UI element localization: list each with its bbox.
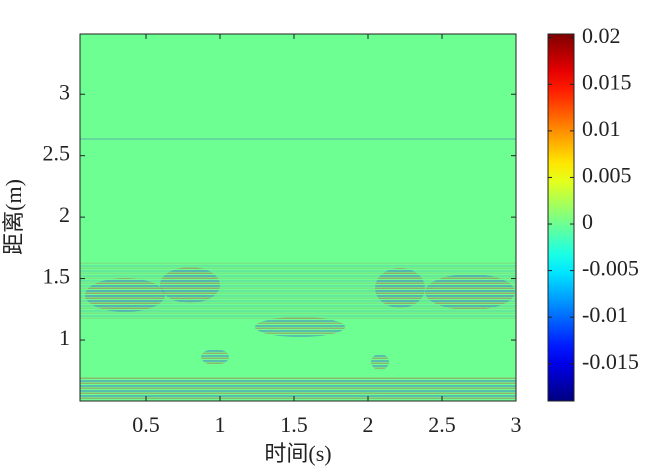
x-tick-label: 0.5: [132, 412, 160, 437]
x-tick-label: 2.5: [428, 412, 456, 437]
y-tick-label: 1.5: [43, 264, 71, 289]
y-tick-label: 1: [59, 325, 70, 350]
x-tick-label: 2: [363, 412, 374, 437]
x-axis-label: 时间(s): [264, 441, 331, 466]
colorbar-tick-label: 0: [582, 209, 593, 234]
colorbar-tick-label: -0.01: [582, 302, 628, 327]
x-tick-label: 1: [215, 412, 226, 437]
colorbar-tick-label: -0.015: [582, 349, 639, 374]
heatmap-field: [80, 34, 516, 401]
colorbar-tick-label: 0.01: [582, 116, 621, 141]
y-tick-label: 2.5: [43, 141, 71, 166]
colorbar-tick-label: 0.015: [582, 69, 632, 94]
x-tick-label: 3: [511, 412, 522, 437]
colorbar-tick-label: -0.005: [582, 256, 639, 281]
colorbar-tick-label: 0.005: [582, 162, 632, 187]
colorbar-tick-label: 0.02: [582, 23, 621, 48]
x-tick-label: 1.5: [280, 412, 308, 437]
y-tick-label: 2: [59, 202, 70, 227]
heatmap-texture: [80, 138, 516, 399]
y-axis-label: 距离(m): [1, 179, 26, 255]
y-tick-label: 3: [59, 79, 70, 104]
colorbar: [547, 33, 575, 402]
